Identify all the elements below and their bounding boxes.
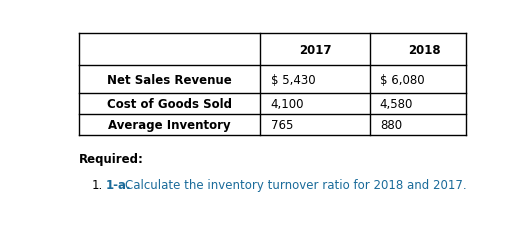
Text: Cost of Goods Sold: Cost of Goods Sold	[107, 98, 232, 111]
Text: 1-a.: 1-a.	[106, 178, 131, 191]
Text: Calculate the inventory turnover ratio for 2018 and 2017.: Calculate the inventory turnover ratio f…	[125, 178, 467, 191]
Text: 4,580: 4,580	[380, 98, 413, 111]
Text: $ 5,430: $ 5,430	[271, 73, 315, 86]
Text: $ 6,080: $ 6,080	[380, 73, 425, 86]
Text: 880: 880	[380, 119, 402, 132]
Text: 2018: 2018	[408, 44, 440, 57]
Text: Net Sales Revenue: Net Sales Revenue	[107, 73, 232, 86]
Text: 4,100: 4,100	[271, 98, 304, 111]
Text: 2017: 2017	[298, 44, 331, 57]
Text: 1.: 1.	[92, 178, 103, 191]
Text: Average Inventory: Average Inventory	[109, 119, 231, 132]
Text: 765: 765	[271, 119, 293, 132]
Text: Required:: Required:	[79, 152, 144, 165]
